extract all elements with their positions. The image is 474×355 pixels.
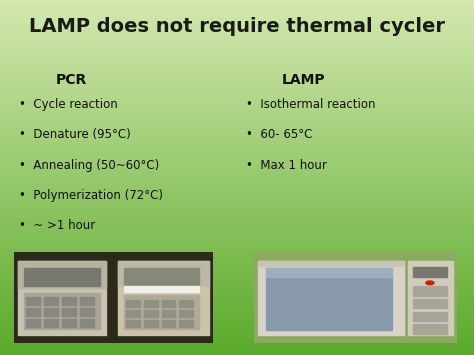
Bar: [258, 261, 404, 266]
Bar: [18, 261, 106, 288]
Text: •  Denature (95°C): • Denature (95°C): [19, 129, 131, 141]
Text: PCR: PCR: [55, 73, 87, 87]
Bar: [44, 297, 58, 305]
Bar: [26, 308, 40, 316]
Bar: [44, 308, 58, 316]
Bar: [144, 300, 157, 307]
Bar: [144, 310, 157, 317]
Bar: [24, 293, 100, 329]
Bar: [258, 261, 404, 335]
Bar: [412, 312, 447, 321]
Bar: [126, 320, 140, 327]
Bar: [24, 268, 100, 286]
Bar: [162, 320, 175, 327]
Text: •  Max 1 hour: • Max 1 hour: [246, 159, 328, 171]
Text: •  Annealing (50~60°C): • Annealing (50~60°C): [19, 159, 159, 171]
Bar: [162, 300, 175, 307]
Bar: [412, 324, 447, 334]
Bar: [26, 297, 40, 305]
Bar: [412, 267, 447, 277]
Bar: [80, 297, 94, 305]
Bar: [180, 300, 193, 307]
Bar: [124, 268, 200, 285]
Text: LAMP: LAMP: [282, 73, 325, 87]
Bar: [124, 295, 200, 329]
Bar: [62, 319, 76, 327]
Text: •  ~ >1 hour: • ~ >1 hour: [19, 219, 95, 232]
Bar: [80, 308, 94, 316]
Text: •  Polymerization (72°C): • Polymerization (72°C): [19, 189, 163, 202]
Bar: [44, 319, 58, 327]
Text: LAMP does not require thermal cycler: LAMP does not require thermal cycler: [29, 17, 445, 36]
Bar: [124, 286, 200, 292]
Bar: [409, 261, 453, 335]
Bar: [162, 310, 175, 317]
Text: •  Isothermal reaction: • Isothermal reaction: [246, 98, 376, 111]
Circle shape: [426, 281, 434, 285]
Bar: [126, 300, 140, 307]
Text: •  60- 65°C: • 60- 65°C: [246, 129, 313, 141]
Bar: [80, 319, 94, 327]
Bar: [118, 261, 210, 286]
Bar: [62, 297, 76, 305]
Bar: [180, 320, 193, 327]
Bar: [144, 320, 157, 327]
Bar: [266, 268, 392, 330]
Bar: [62, 308, 76, 316]
Bar: [412, 299, 447, 308]
Bar: [126, 310, 140, 317]
Bar: [266, 268, 392, 277]
Bar: [180, 310, 193, 317]
Bar: [26, 319, 40, 327]
Bar: [118, 261, 210, 335]
Bar: [18, 261, 106, 335]
Bar: [412, 286, 447, 295]
Text: •  Cycle reaction: • Cycle reaction: [19, 98, 118, 111]
